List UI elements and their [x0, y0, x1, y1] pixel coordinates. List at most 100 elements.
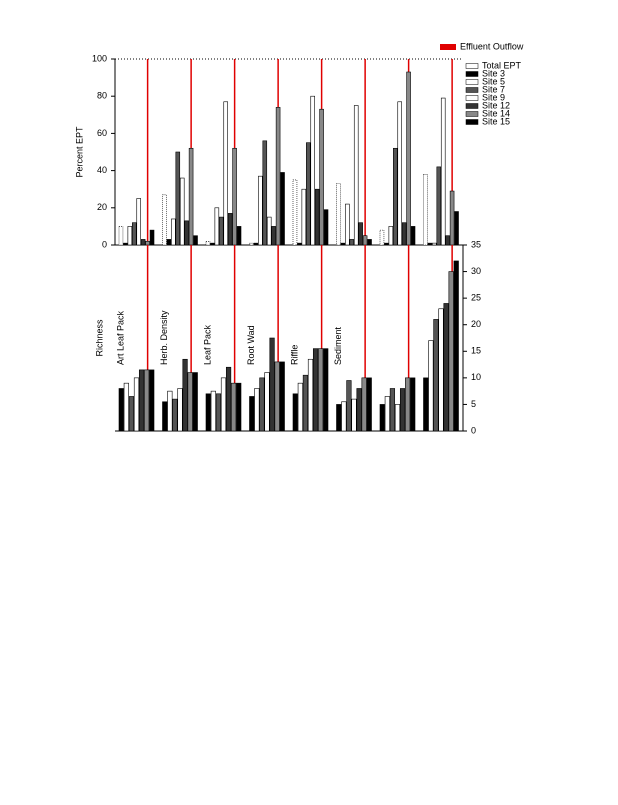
bar — [314, 188, 320, 246]
legend-label: Site 14 — [482, 108, 510, 118]
legend-swatch — [465, 103, 479, 109]
bar — [259, 377, 265, 432]
bar — [453, 260, 459, 432]
bar — [188, 147, 194, 246]
bar — [177, 388, 183, 432]
y-axis-label: Percent EPT — [74, 126, 84, 178]
bar — [362, 235, 368, 246]
bar — [393, 147, 398, 246]
legend-swatch — [465, 63, 479, 69]
bar — [345, 203, 350, 246]
bar — [210, 242, 215, 246]
bar — [292, 393, 298, 432]
legend-swatch — [465, 87, 479, 93]
bar — [166, 239, 172, 246]
bar — [449, 190, 455, 246]
bar — [175, 151, 181, 246]
bar — [307, 358, 314, 432]
bar — [401, 222, 407, 246]
bar — [388, 226, 394, 246]
bar — [145, 240, 150, 246]
bar — [454, 211, 459, 246]
bar — [379, 404, 385, 432]
bar — [405, 377, 411, 432]
bar — [258, 175, 263, 246]
bar — [432, 242, 437, 246]
bar — [318, 348, 324, 432]
bar — [140, 239, 146, 246]
bar — [223, 101, 228, 246]
bar — [440, 97, 446, 246]
bar — [162, 194, 167, 246]
bar — [172, 398, 178, 432]
y-tick-label: 100 — [92, 53, 107, 63]
bar — [269, 337, 275, 432]
bar — [179, 177, 185, 246]
y-tick-label: 0 — [471, 425, 476, 435]
bar — [118, 226, 124, 246]
bar — [448, 271, 454, 432]
bar — [297, 382, 303, 432]
bar — [292, 179, 298, 246]
bar — [210, 390, 216, 432]
bar — [214, 207, 220, 246]
legend-swatch — [465, 119, 479, 125]
bar — [310, 95, 315, 246]
bar — [336, 183, 341, 246]
legend-label: Site 7 — [482, 84, 505, 94]
bar — [236, 382, 242, 432]
bar — [136, 198, 141, 246]
bar — [231, 382, 237, 432]
bar — [220, 377, 227, 432]
bar — [249, 396, 255, 432]
y-tick-label: 0 — [102, 239, 107, 249]
y-tick-label: 25 — [471, 293, 481, 303]
bar — [302, 374, 309, 432]
legend-label: Site 5 — [482, 76, 505, 86]
bar — [232, 147, 237, 246]
bar — [254, 388, 260, 432]
bar — [443, 303, 449, 432]
bar — [275, 107, 281, 246]
y-tick-label: 30 — [471, 266, 481, 276]
bar — [171, 218, 176, 246]
bar — [149, 229, 155, 246]
bar — [118, 388, 124, 432]
bar — [205, 240, 211, 246]
bar — [358, 222, 363, 246]
bar — [128, 396, 135, 432]
bar — [361, 377, 367, 432]
bar — [406, 71, 411, 246]
bar — [280, 172, 285, 246]
bar — [397, 101, 402, 246]
x-tick-label: Root Wad — [246, 325, 256, 365]
bar — [227, 213, 233, 246]
bar — [274, 361, 280, 432]
bar — [266, 216, 272, 246]
bar — [349, 239, 355, 246]
bar — [249, 242, 254, 246]
bar — [236, 226, 242, 246]
legend-label: Total EPT — [482, 60, 522, 70]
y-tick-label: 60 — [97, 128, 107, 138]
bar — [312, 348, 319, 432]
bar — [205, 393, 211, 432]
bar — [353, 105, 359, 246]
bar — [132, 222, 137, 246]
bar — [427, 242, 433, 246]
bar — [279, 361, 285, 432]
y-tick-label: 20 — [97, 202, 107, 212]
x-tick-label: Leaf Pack — [202, 324, 212, 365]
bar — [162, 401, 168, 432]
bar — [323, 348, 329, 432]
bar — [306, 142, 311, 246]
bar — [445, 235, 450, 246]
bar — [264, 372, 270, 432]
bar — [297, 242, 302, 246]
legend-label: Site 3 — [482, 68, 505, 78]
bar — [341, 401, 347, 432]
bar — [138, 369, 145, 432]
legend-swatch — [465, 111, 479, 117]
